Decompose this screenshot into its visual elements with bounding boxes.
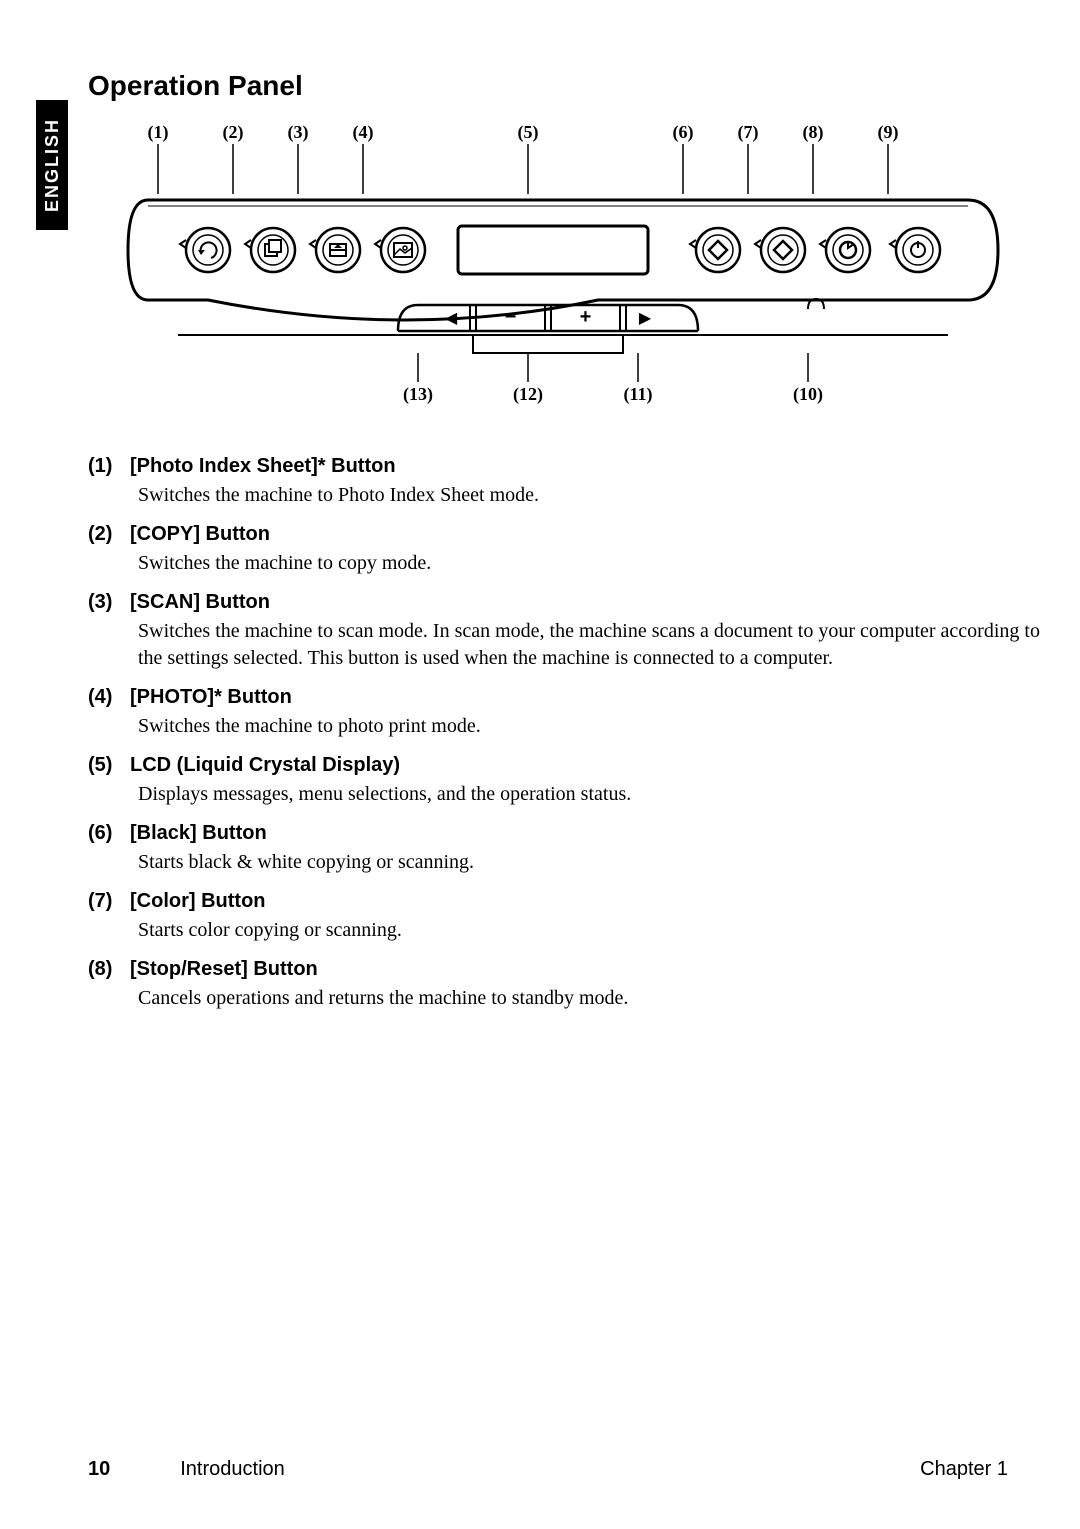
callout-label: (9) xyxy=(878,122,899,143)
callout-label: (4) xyxy=(353,122,374,143)
footer-chapter: Chapter 1 xyxy=(920,1458,1008,1481)
nav-plus-icon: + xyxy=(580,306,592,328)
item-heading: (2)[COPY] Button xyxy=(88,523,1044,546)
item: (3)[SCAN] Button Switches the machine to … xyxy=(88,591,1044,672)
item-title: [Color] Button xyxy=(130,890,266,912)
callout-label: (8) xyxy=(803,122,824,143)
page-footer: 10 Introduction Chapter 1 xyxy=(88,1458,1008,1481)
item-description: Switches the machine to Photo Index Shee… xyxy=(138,482,1044,509)
content-area: Operation Panel (1) (2) (3) (4) (5) (6) (7) (8)… xyxy=(88,70,1044,1026)
item-title: [Photo Index Sheet]* Button xyxy=(130,455,396,477)
item-title: [Black] Button xyxy=(130,822,267,844)
callout-label: (3) xyxy=(288,122,309,143)
item: (5)LCD (Liquid Crystal Display) Displays … xyxy=(88,754,1044,808)
item-heading: (8)[Stop/Reset] Button xyxy=(88,958,1044,981)
item-number: (8) xyxy=(88,958,130,981)
item-number: (2) xyxy=(88,523,130,546)
item-title: [Stop/Reset] Button xyxy=(130,958,318,980)
page: ENGLISH Operation Panel (1)(2)(3)(4)(5)(… xyxy=(0,0,1080,1529)
item-description: Displays messages, menu selections, and … xyxy=(138,781,1044,808)
item-description: Switches the machine to photo print mode… xyxy=(138,713,1044,740)
item-description: Starts black & white copying or scanning… xyxy=(138,849,1044,876)
callout-label: (11) xyxy=(624,384,653,405)
callout-label: (10) xyxy=(793,384,823,405)
lcd-display xyxy=(458,226,648,274)
item: (2)[COPY] Button Switches the machine to … xyxy=(88,523,1044,577)
footer-section: Introduction xyxy=(180,1458,285,1481)
item-title: [SCAN] Button xyxy=(130,591,270,613)
item-heading: (5)LCD (Liquid Crystal Display) xyxy=(88,754,1044,777)
nav-minus-icon: − xyxy=(505,306,517,328)
callout-label: (7) xyxy=(738,122,759,143)
nav-right-icon: ▶ xyxy=(639,310,652,327)
callout-label: (13) xyxy=(403,384,433,405)
page-number: 10 xyxy=(88,1458,110,1481)
item-number: (6) xyxy=(88,822,130,845)
item: (8)[Stop/Reset] Button Cancels operations… xyxy=(88,958,1044,1012)
callout-label: (5) xyxy=(518,122,539,143)
item-heading: (6)[Black] Button xyxy=(88,822,1044,845)
item-number: (1) xyxy=(88,455,130,478)
item-heading: (7)[Color] Button xyxy=(88,890,1044,913)
item-number: (3) xyxy=(88,591,130,614)
nav-left-icon: ◀ xyxy=(445,310,458,327)
language-tab-text: ENGLISH xyxy=(42,118,63,212)
items-list: (1)[Photo Index Sheet]* Button Switches t… xyxy=(88,455,1044,1012)
item-description: Starts color copying or scanning. xyxy=(138,917,1044,944)
item-title: LCD (Liquid Crystal Display) xyxy=(130,754,400,776)
item-number: (4) xyxy=(88,686,130,709)
item-number: (7) xyxy=(88,890,130,913)
item: (7)[Color] Button Starts color copying or… xyxy=(88,890,1044,944)
item: (4)[PHOTO]* Button Switches the machine t… xyxy=(88,686,1044,740)
item-heading: (4)[PHOTO]* Button xyxy=(88,686,1044,709)
item-title: [PHOTO]* Button xyxy=(130,686,292,708)
callout-label: (1) xyxy=(148,122,169,143)
item: (1)[Photo Index Sheet]* Button Switches t… xyxy=(88,455,1044,509)
item-heading: (1)[Photo Index Sheet]* Button xyxy=(88,455,1044,478)
item: (6)[Black] Button Starts black & white co… xyxy=(88,822,1044,876)
page-title: Operation Panel xyxy=(88,70,1044,102)
item-description: Switches the machine to copy mode. xyxy=(138,550,1044,577)
callout-label: (2) xyxy=(223,122,244,143)
item-heading: (3)[SCAN] Button xyxy=(88,591,1044,614)
callout-label: (6) xyxy=(673,122,694,143)
callout-label: (12) xyxy=(513,384,543,405)
item-title: [COPY] Button xyxy=(130,523,270,545)
language-tab: ENGLISH xyxy=(36,100,68,230)
item-description: Cancels operations and returns the machi… xyxy=(138,985,1044,1012)
item-number: (5) xyxy=(88,754,130,777)
operation-panel-diagram: (1) (2) (3) (4) (5) (6) (7) (8) (9) ◀ − + ▶ (13) (12) (… xyxy=(118,120,1018,425)
item-description: Switches the machine to scan mode. In sc… xyxy=(138,618,1044,672)
